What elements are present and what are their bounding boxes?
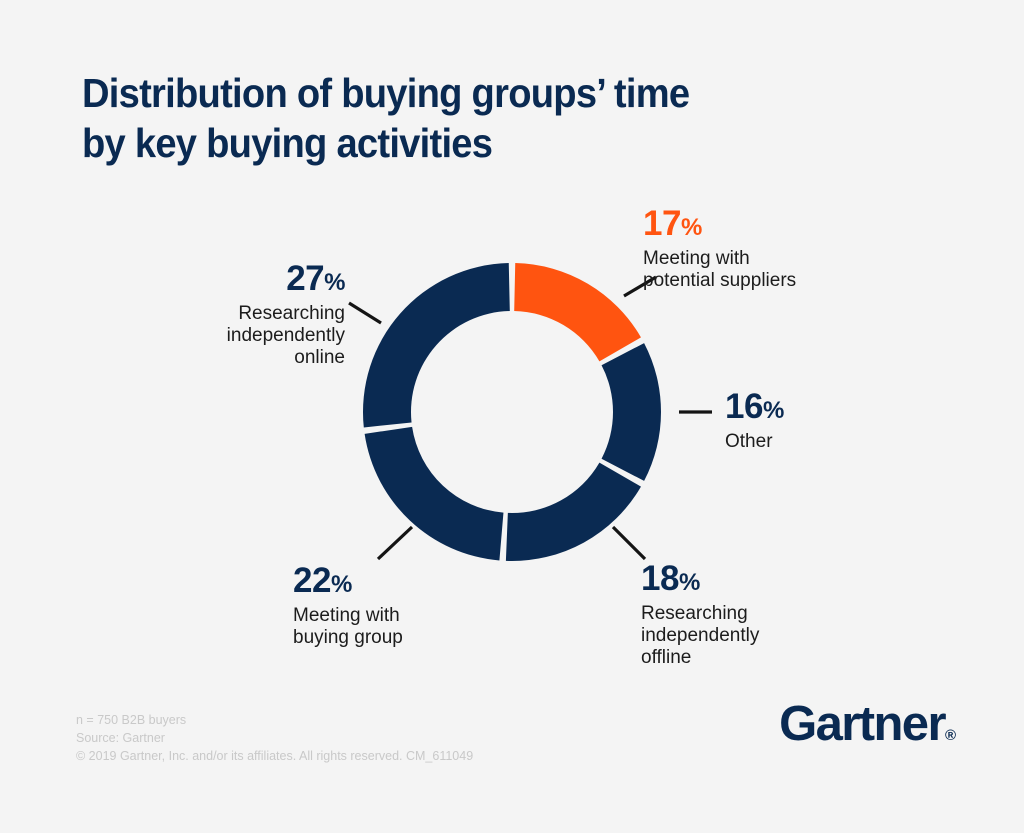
callout-description-line-1: Researching xyxy=(641,602,748,624)
callout-value-number: 16 xyxy=(725,387,763,426)
callout-value-number: 18 xyxy=(641,559,679,598)
callout-description-line-3: offline xyxy=(641,647,692,669)
callout-value: 18% xyxy=(641,559,759,598)
callout-description-line-2: independently xyxy=(641,624,760,646)
callout-value-number: 27 xyxy=(286,259,325,298)
callout-other: 16% Other xyxy=(725,387,784,453)
footnote-source: Source: Gartner xyxy=(76,731,165,746)
callout-description-line-3: online xyxy=(294,347,345,369)
callout-value: 16% xyxy=(725,387,784,426)
leader-line-researching-online xyxy=(348,301,382,325)
percent-symbol: % xyxy=(330,571,352,598)
callout-description-line-2: independently xyxy=(226,324,345,346)
donut-segment xyxy=(362,263,510,428)
callout-researching-independently-offline: 18% Researching independently offline xyxy=(641,559,759,670)
page-title: Distribution of buying groups’ time by k… xyxy=(82,68,845,168)
footnotes: n = 750 B2B buyers Source: Gartner © 201… xyxy=(76,711,473,765)
gartner-logo-text: Gartner xyxy=(779,697,946,751)
callout-researching-independently-online: 27% Researching independently online xyxy=(160,259,346,370)
callout-description: Meeting with potential suppliers xyxy=(643,248,796,292)
percent-symbol: % xyxy=(762,397,784,424)
callout-value: 17% xyxy=(643,204,796,243)
callout-value: 27% xyxy=(160,259,345,298)
percent-symbol: % xyxy=(678,569,700,596)
callout-value-number: 17 xyxy=(643,204,681,243)
donut-segment xyxy=(505,462,641,561)
page-title-line-1: Distribution of buying groups’ time xyxy=(82,70,690,116)
donut-segment xyxy=(514,263,641,362)
callout-value-number: 22 xyxy=(293,561,331,600)
callout-description: Other xyxy=(725,431,784,453)
callout-description-line-2: buying group xyxy=(293,626,403,648)
callout-description-line-1: Meeting with xyxy=(293,604,400,626)
page-title-line-2: by key buying activities xyxy=(82,120,493,167)
callout-value: 22% xyxy=(293,561,403,600)
leader-lines xyxy=(348,275,712,561)
registered-trademark-icon: ® xyxy=(944,727,956,744)
callout-description: Meeting with buying group xyxy=(293,605,403,649)
footnote-sample-size: n = 750 B2B buyers xyxy=(76,713,187,727)
leader-line-researching-offline xyxy=(611,525,647,561)
callout-description-line-1: Other xyxy=(725,430,773,452)
callout-meeting-with-potential-suppliers: 17% Meeting with potential suppliers xyxy=(643,204,796,292)
callout-description-line-2: potential suppliers xyxy=(643,269,797,291)
donut-segment xyxy=(601,343,661,481)
callout-description: Researching independently online xyxy=(160,303,345,370)
percent-symbol: % xyxy=(680,214,702,241)
callout-description-line-1: Researching xyxy=(238,302,345,324)
donut-segments xyxy=(362,263,661,561)
gartner-logo: Gartner® xyxy=(779,700,956,749)
callout-meeting-with-buying-group: 22% Meeting with buying group xyxy=(293,561,403,649)
footnote-copyright: © 2019 Gartner, Inc. and/or its affiliat… xyxy=(76,749,474,764)
callout-description: Researching independently offline xyxy=(641,603,759,670)
callout-description-line-1: Meeting with xyxy=(643,247,750,269)
leader-line-meeting-group xyxy=(376,525,414,561)
donut-segment xyxy=(364,426,504,561)
percent-symbol: % xyxy=(324,269,345,296)
